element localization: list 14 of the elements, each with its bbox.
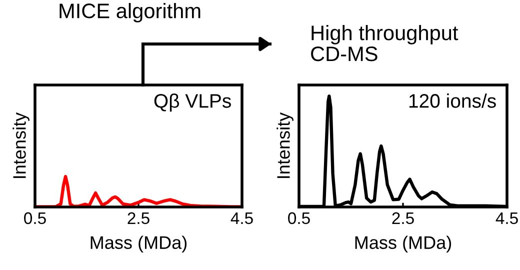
x-tick-label: 0.5: [24, 212, 46, 224]
x-axis-title: Mass (MDa): [355, 236, 452, 253]
x-tick-label: 4.5: [230, 212, 253, 224]
chart-title: High throughput CD-MS: [311, 25, 458, 62]
x-axis-title: Mass (MDa): [90, 236, 187, 253]
annotation: 120 ions/s: [409, 94, 496, 108]
y-axis-title: Intensity: [276, 112, 294, 178]
x-tick-label: 2.5: [392, 212, 414, 224]
x-tick-label: 0.5: [288, 212, 310, 224]
x-tick-label: 2.5: [128, 212, 150, 224]
chart-title: MICE algorithm: [60, 3, 200, 22]
text: Qβ VLPs: [154, 94, 231, 112]
x-tick-label: 4.5: [496, 212, 518, 224]
y-axis-title: Intensity: [12, 112, 30, 178]
